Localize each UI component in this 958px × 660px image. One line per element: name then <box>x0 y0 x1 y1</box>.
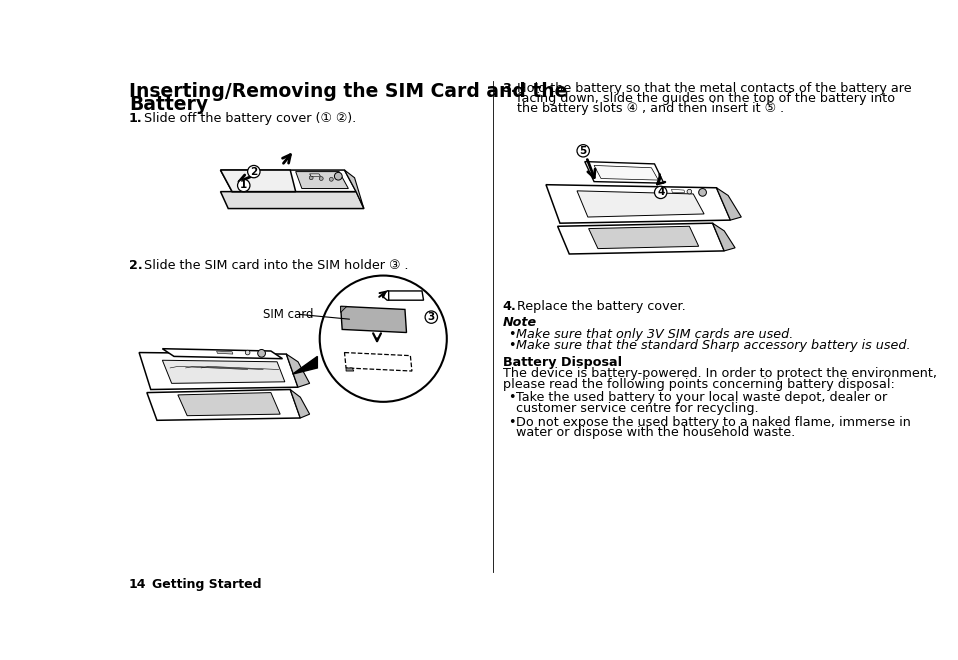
Text: Slide off the battery cover (① ②).: Slide off the battery cover (① ②). <box>144 112 356 125</box>
Circle shape <box>425 311 438 323</box>
Polygon shape <box>309 174 321 176</box>
Text: 1: 1 <box>240 180 247 191</box>
Text: Hold the battery so that the metal contacts of the battery are: Hold the battery so that the metal conta… <box>517 82 912 95</box>
Polygon shape <box>717 188 741 220</box>
Polygon shape <box>147 389 300 420</box>
Text: facing down, slide the guides on the top of the battery into: facing down, slide the guides on the top… <box>517 92 896 106</box>
Text: the battery slots ④ , and then insert it ⑤ .: the battery slots ④ , and then insert it… <box>517 102 785 115</box>
Text: Do not expose the used battery to a naked flame, immerse in: Do not expose the used battery to a nake… <box>515 416 911 429</box>
Text: Make sure that the standard Sharp accessory battery is used.: Make sure that the standard Sharp access… <box>515 339 910 352</box>
Text: Inserting/Removing the SIM Card and the: Inserting/Removing the SIM Card and the <box>129 82 567 101</box>
Polygon shape <box>139 352 298 389</box>
Text: water or dispose with the household waste.: water or dispose with the household wast… <box>515 426 795 440</box>
Polygon shape <box>341 306 406 333</box>
Text: Note: Note <box>503 316 536 329</box>
Text: Take the used battery to your local waste depot, dealer or: Take the used battery to your local wast… <box>515 391 887 404</box>
Text: SIM card: SIM card <box>263 308 313 321</box>
Text: 2: 2 <box>250 166 258 177</box>
Circle shape <box>687 189 692 194</box>
Text: 4: 4 <box>657 187 665 197</box>
Text: 4.: 4. <box>503 300 516 314</box>
Circle shape <box>698 189 706 196</box>
Text: Replace the battery cover.: Replace the battery cover. <box>517 300 686 314</box>
Circle shape <box>577 145 589 157</box>
Polygon shape <box>220 191 364 209</box>
Text: 5: 5 <box>580 146 587 156</box>
Text: Battery Disposal: Battery Disposal <box>503 356 622 369</box>
Text: The device is battery-powered. In order to protect the environment,: The device is battery-powered. In order … <box>503 367 937 380</box>
Text: customer service centre for recycling.: customer service centre for recycling. <box>515 402 759 415</box>
Text: please read the following points concerning battery disposal:: please read the following points concern… <box>503 378 895 391</box>
Text: 3: 3 <box>427 312 435 322</box>
Polygon shape <box>345 170 364 209</box>
Text: Make sure that only 3V SIM cards are used.: Make sure that only 3V SIM cards are use… <box>515 328 793 341</box>
Polygon shape <box>672 189 685 193</box>
Circle shape <box>334 172 342 180</box>
Text: 1.: 1. <box>129 112 143 125</box>
Circle shape <box>330 178 333 182</box>
Circle shape <box>654 186 667 199</box>
Polygon shape <box>577 191 704 217</box>
Text: •: • <box>508 391 515 404</box>
Polygon shape <box>292 356 317 374</box>
Polygon shape <box>381 291 389 300</box>
Polygon shape <box>387 291 423 300</box>
Circle shape <box>245 350 250 355</box>
Circle shape <box>309 176 313 180</box>
Polygon shape <box>220 170 356 191</box>
Text: 2.: 2. <box>129 259 143 272</box>
Polygon shape <box>296 172 349 189</box>
Polygon shape <box>588 226 698 249</box>
Text: Getting Started: Getting Started <box>152 578 262 591</box>
Polygon shape <box>286 354 309 387</box>
Polygon shape <box>558 223 724 254</box>
Text: 14: 14 <box>129 578 147 591</box>
Text: •: • <box>508 339 515 352</box>
Polygon shape <box>546 185 730 223</box>
Polygon shape <box>178 393 280 416</box>
Polygon shape <box>217 351 233 354</box>
Polygon shape <box>584 162 664 183</box>
Text: •: • <box>508 328 515 341</box>
Circle shape <box>247 166 260 178</box>
Text: Slide the SIM card into the SIM holder ③ .: Slide the SIM card into the SIM holder ③… <box>144 259 408 272</box>
Text: Battery: Battery <box>129 96 208 114</box>
Polygon shape <box>346 368 354 371</box>
Text: •: • <box>508 416 515 429</box>
Polygon shape <box>162 360 285 383</box>
Polygon shape <box>713 223 735 251</box>
Circle shape <box>319 177 323 180</box>
Circle shape <box>320 276 446 402</box>
Circle shape <box>258 350 265 357</box>
Polygon shape <box>162 348 283 359</box>
Polygon shape <box>341 306 347 313</box>
Polygon shape <box>594 166 658 180</box>
Text: 3.: 3. <box>503 82 516 95</box>
Circle shape <box>238 180 250 191</box>
Polygon shape <box>220 170 296 191</box>
Polygon shape <box>290 389 309 418</box>
